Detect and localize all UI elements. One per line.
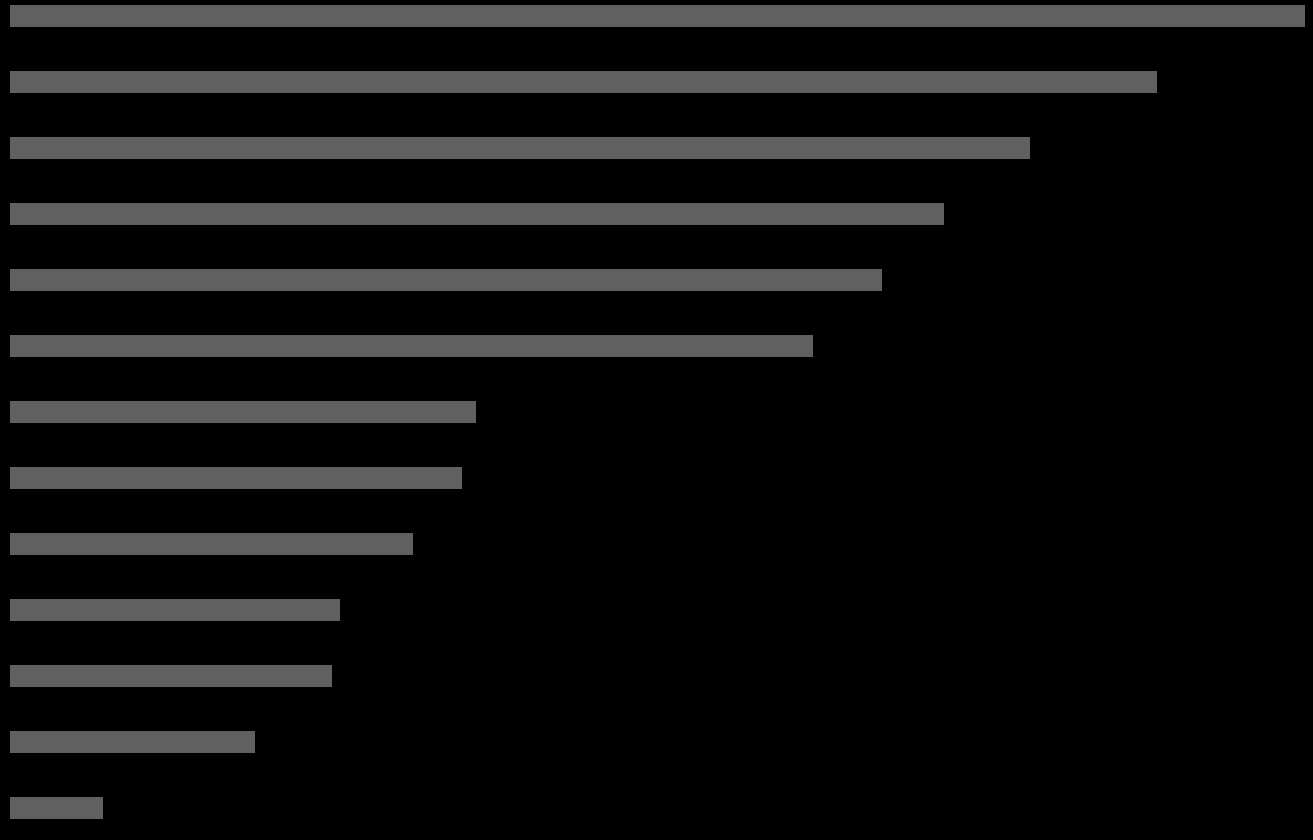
bar-9 [10, 599, 340, 621]
bar-5 [10, 335, 813, 357]
bar-10 [10, 665, 332, 687]
bar-6 [10, 401, 476, 423]
bar-3 [10, 203, 944, 225]
bar-2 [10, 137, 1030, 159]
bar-0 [10, 5, 1305, 27]
bar-1 [10, 71, 1157, 93]
bar-7 [10, 467, 462, 489]
bar-11 [10, 731, 255, 753]
bar-8 [10, 533, 413, 555]
bar-4 [10, 269, 882, 291]
bar-12 [10, 797, 103, 819]
chart-container [10, 0, 1305, 840]
